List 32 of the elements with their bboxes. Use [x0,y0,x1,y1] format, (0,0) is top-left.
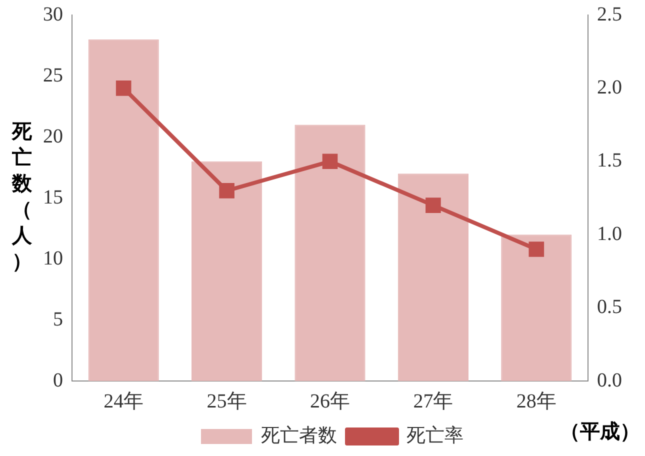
bar [398,174,468,381]
legend-label: 死亡者数 [261,424,337,446]
point [528,242,544,257]
bar [501,234,572,381]
x-tick-label: 24年 [104,390,144,412]
y2-tick-label: 2.5 [597,3,622,26]
y-tick-label: 25 [43,64,63,86]
x-tick-label: 28年 [516,390,556,412]
y2-tick-label: 1.0 [597,222,622,245]
bar [294,124,366,381]
bar [88,39,159,381]
y2-tick-label: 0.0 [597,369,622,392]
y2-tick-label: 1.5 [597,150,622,172]
y-tick-label: 30 [43,3,63,26]
x-axis-title: （平成） [560,418,640,445]
x-tick-label: 25年 [206,390,247,412]
y-tick-label: 0 [53,369,63,392]
y-tick-label: 5 [53,308,63,330]
point [116,80,132,96]
y-tick-label: 10 [43,247,63,270]
bar [192,161,262,381]
point [219,183,234,198]
y-tick-label: 20 [43,125,63,148]
y-tick-label: 15 [43,186,63,208]
y-axis-title: 死亡数（人） [10,118,33,274]
y2-tick-label: 0.5 [597,296,622,318]
y2-tick-label: 2.0 [597,76,622,98]
x-tick-label: 27年 [413,390,454,412]
point [322,154,338,170]
point [426,198,441,213]
legend-label: 死亡率 [406,424,464,446]
x-tick-label: 26年 [310,390,350,412]
